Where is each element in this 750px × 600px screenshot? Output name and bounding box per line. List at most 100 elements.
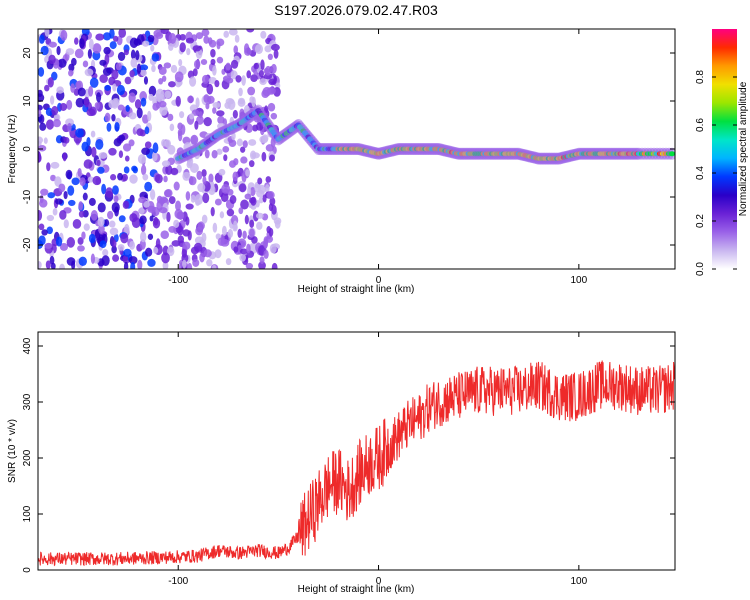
heatmap-cell [87,48,93,59]
heatmap-cell [195,97,200,108]
heatmap-cell [65,118,74,127]
heatmap-cell [153,216,159,226]
heatmap-cell [79,38,85,49]
heatmap-cell [67,185,75,196]
heatmap-cell [242,140,248,148]
heatmap-cell [249,187,256,197]
heatmap-cell [212,106,217,114]
heatmap-cell [197,221,205,230]
heatmap-cell [48,54,56,65]
heatmap-cell [207,95,215,104]
heatmap-cell [225,258,232,266]
heatmap-cell [151,151,158,162]
heatmap-cell [59,102,68,111]
heatmap-cell [130,57,138,68]
heatmap-cell [156,195,163,204]
heatmap-cell [239,253,247,262]
heatmap-cell [59,263,65,269]
heatmap-cell [113,97,120,108]
heatmap-cell [77,245,85,252]
heatmap-cell [124,223,130,235]
heatmap-cell [136,63,142,75]
y-tick-label: 10 [22,95,33,107]
heatmap-cell [252,210,259,222]
heatmap-cell [55,198,63,205]
heatmap-cell [141,147,150,156]
heatmap-cell [251,236,258,244]
heatmap-cell [241,75,246,86]
heatmap-cell [248,160,255,168]
heatmap-cell [117,104,125,111]
heatmap-cell [237,99,246,107]
heatmap-cell [41,229,48,236]
colorbar-tick-label: 0.6 [695,118,706,132]
heatmap-cell [145,247,153,257]
heatmap-cell [271,262,278,269]
heatmap-cell [38,151,42,163]
heatmap-cell [206,259,213,267]
heatmap-cell [47,192,56,199]
heatmap-cell [225,98,235,105]
heatmap-cell [265,144,274,152]
snr-panel: -100 0 100 0 100 200 300 400 Height of straight… [7,331,676,595]
heatmap-cell [230,59,239,69]
heatmap-cell [175,95,181,107]
heatmap-cell [266,87,276,95]
heatmap-cell [249,96,255,104]
heatmap-cell [58,183,66,193]
heatmap-cell [256,221,263,230]
heatmap-cell [170,167,179,176]
heatmap-cell [112,35,119,42]
heatmap-cell [98,152,108,159]
heatmap-cell [151,64,156,73]
x-tick-label: 0 [376,275,382,286]
heatmap-cell [39,194,44,204]
heatmap-cell [50,262,56,269]
heatmap-cell [108,220,116,228]
heatmap-cell [44,242,53,249]
y-tick-label: 0 [22,146,33,152]
heatmap-cell [72,218,82,229]
heatmap-cell [229,195,237,204]
heatmap-cell [168,33,177,45]
colorbar-tick-label: 0.4 [695,166,706,180]
heatmap-cell [257,177,263,185]
heatmap-cell [149,189,156,201]
x-tick-label: -100 [168,576,188,587]
heatmap-cell [63,136,70,144]
heatmap-cell [153,29,163,37]
y-tick-label: 100 [22,505,33,522]
heatmap-cell [97,166,105,174]
heatmap-cell [77,87,86,97]
heatmap-cell [203,35,210,44]
colorbar: 0.0 0.2 0.4 0.6 0.8 Normalized spectral ampl… [695,29,749,276]
heatmap-cell [78,201,84,211]
heatmap-cell [68,69,74,77]
heatmap-cell [109,227,119,236]
heatmap-cell [50,174,56,182]
heatmap-cell [136,128,144,136]
heatmap-cell [124,155,130,162]
snr-x-axis-label: Height of straight line (km) [298,584,415,595]
heatmap-cell [164,90,172,99]
heatmap-cell [74,37,79,45]
heatmap-cell [38,235,46,246]
heatmap-cell [56,45,61,56]
heatmap-cell [264,184,270,194]
heatmap-cell [52,118,61,128]
heatmap-cell [260,59,265,71]
heatmap-cell [250,196,257,206]
heatmap-cell [197,183,206,193]
heatmap-cell [210,48,216,58]
heatmap-cell [38,145,47,152]
heatmap-cell [152,102,160,111]
heatmap-cell [168,196,176,205]
heatmap-cell [55,236,63,247]
heatmap-cell [185,191,191,201]
heatmap-cell [151,53,160,62]
heatmap-cell [112,83,117,92]
heatmap-cell [246,243,251,254]
snr-frame [37,331,676,571]
heatmap-cell [49,255,55,265]
heatmap-cell [147,110,152,122]
